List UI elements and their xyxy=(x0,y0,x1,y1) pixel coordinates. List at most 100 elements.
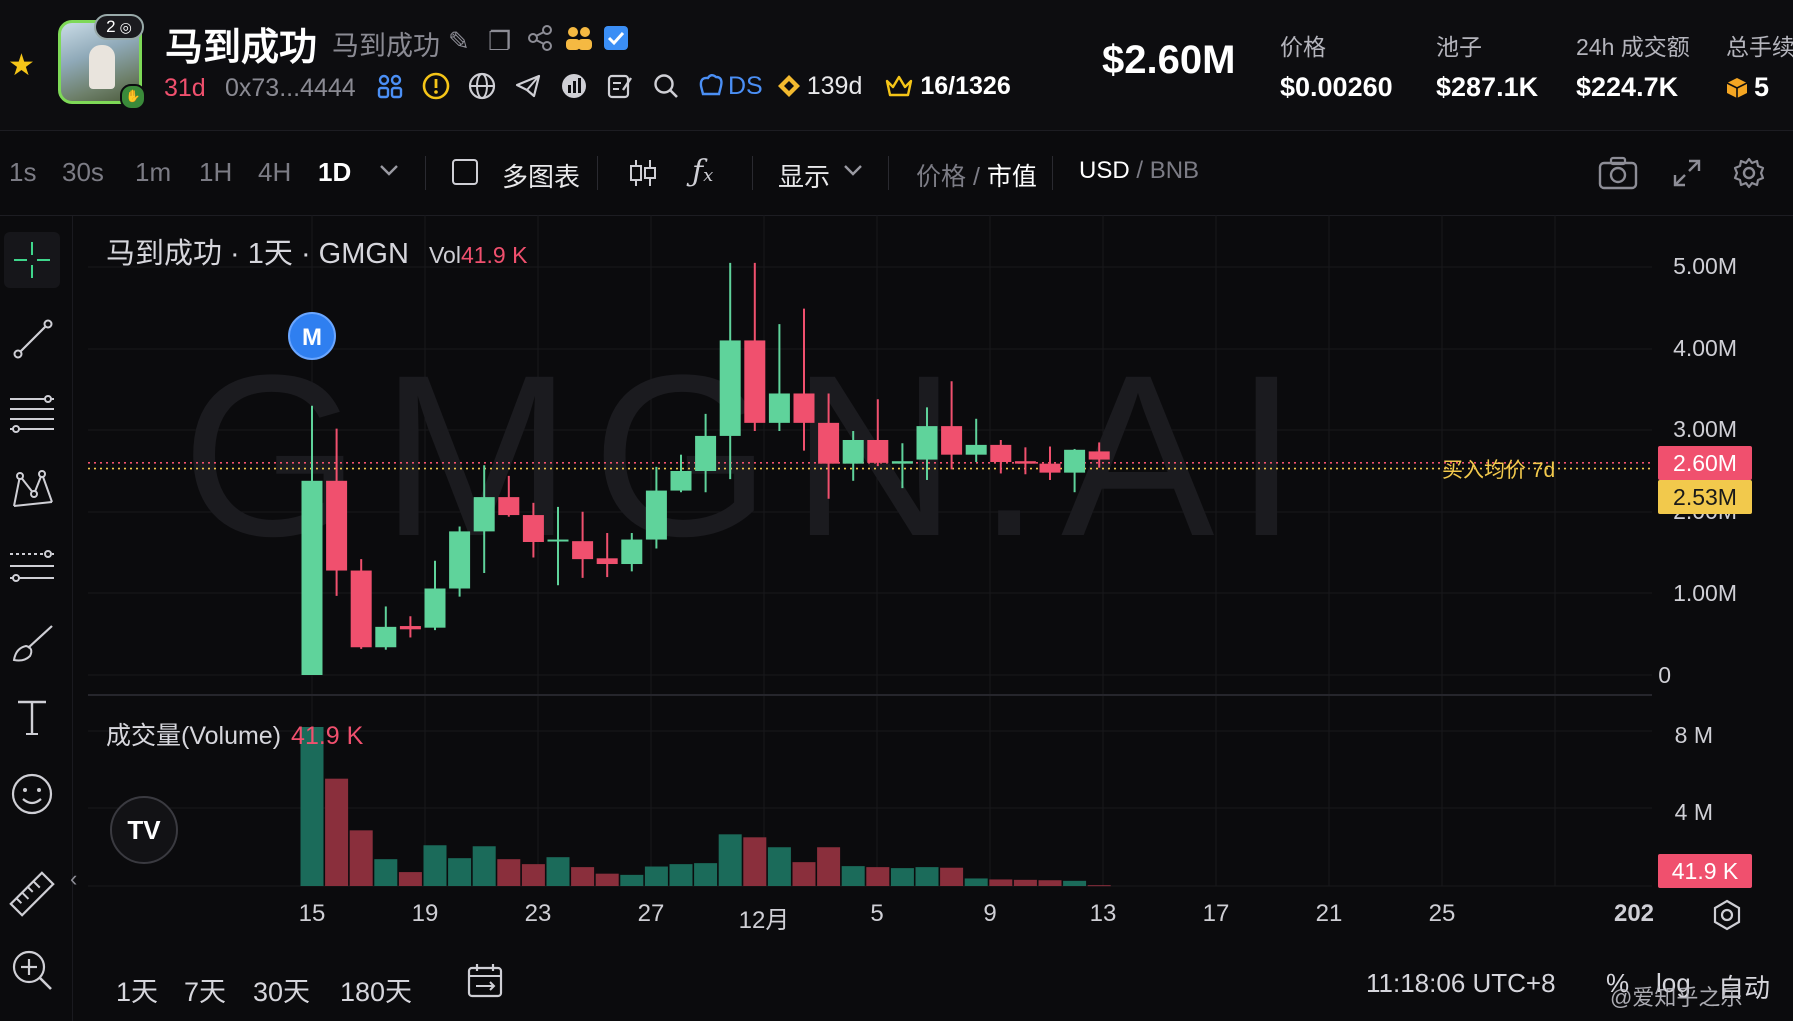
volume-bar xyxy=(472,846,496,886)
telegram-icon[interactable] xyxy=(512,70,544,102)
brush-tool-icon[interactable] xyxy=(4,614,60,670)
community-icon[interactable] xyxy=(564,24,594,57)
candle-body xyxy=(768,393,790,423)
timeframe-1h[interactable]: 1H xyxy=(199,157,233,187)
buy-average-tag: 2.53M xyxy=(1658,480,1752,514)
multi-chart-checkbox[interactable] xyxy=(452,159,478,185)
fullscreen-expand-icon[interactable] xyxy=(1672,158,1702,193)
axis-settings-icon[interactable] xyxy=(1710,898,1744,937)
utc-clock[interactable]: 11:18:06 UTC+8 xyxy=(1366,968,1556,998)
favorite-star-icon[interactable]: ★ xyxy=(8,49,35,82)
warning-icon[interactable] xyxy=(420,70,452,102)
volume-bar xyxy=(767,847,791,886)
display-chevron-icon[interactable] xyxy=(842,162,864,183)
timeframe-dropdown-chevron-icon[interactable] xyxy=(378,162,400,183)
chart-link-icon[interactable] xyxy=(558,70,590,102)
volume-pane-title: 成交量(Volume) xyxy=(106,722,282,750)
share-icon[interactable] xyxy=(526,24,554,59)
log-scale-toggle[interactable]: log xyxy=(1656,968,1691,998)
chart-legend: 马到成功 · 1天 · GMGN Vol41.9 K xyxy=(106,230,527,272)
timeframe-4h[interactable]: 4H xyxy=(258,157,292,187)
currency-bnb[interactable]: BNB xyxy=(1149,157,1200,184)
range-180d[interactable]: 180天 xyxy=(340,977,413,1007)
timeframe-1d[interactable]: 1D xyxy=(318,157,352,187)
holders-grid-icon[interactable] xyxy=(374,70,406,102)
notes-edit-icon[interactable] xyxy=(604,70,636,102)
price-mode-label[interactable]: 价格 xyxy=(916,163,967,191)
currency-usd[interactable]: USD xyxy=(1079,157,1130,184)
display-menu-label[interactable]: 显示 xyxy=(778,162,831,192)
contract-address[interactable]: 0x73...4444 xyxy=(225,74,356,102)
volume-bar xyxy=(423,845,447,886)
volume-bar xyxy=(1063,880,1087,886)
website-globe-icon[interactable] xyxy=(466,70,498,102)
volume-bar xyxy=(743,837,767,886)
trend-line-tool-icon[interactable] xyxy=(4,310,60,366)
candle-body xyxy=(1039,463,1061,473)
range-30d[interactable]: 30天 xyxy=(253,977,311,1007)
date-range-calendar-icon[interactable] xyxy=(466,962,504,1005)
price-axis-label: 3.00M xyxy=(1673,416,1737,442)
stat-pool: 池子 $287.1K xyxy=(1436,28,1538,103)
candle-body xyxy=(719,340,741,436)
timeframe-1s[interactable]: 1s xyxy=(9,157,37,187)
screenshot-camera-icon[interactable] xyxy=(1598,156,1638,195)
search-icon[interactable] xyxy=(650,70,682,102)
volume-bar xyxy=(398,872,422,886)
zoom-in-tool-icon[interactable] xyxy=(4,942,60,998)
measure-ruler-tool-icon[interactable] xyxy=(4,866,60,922)
range-1d[interactable]: 1天 xyxy=(116,977,159,1007)
pattern-tool-icon[interactable] xyxy=(4,462,60,518)
candle-body xyxy=(941,426,963,455)
volume-pane-value: 41.9 K xyxy=(291,722,364,750)
event-marker[interactable]: M xyxy=(288,312,336,360)
candle-type-icon[interactable] xyxy=(627,158,659,193)
edit-icon[interactable]: ✎ xyxy=(448,26,470,56)
verified-tag-icon[interactable] xyxy=(602,24,630,57)
auto-scale-toggle[interactable]: 自动 xyxy=(1718,973,1771,1003)
percent-scale-toggle[interactable]: % xyxy=(1606,968,1630,998)
timeframe-30s[interactable]: 30s xyxy=(62,157,104,187)
volume-axis-label: 8 M xyxy=(1674,722,1713,748)
tradingview-logo[interactable]: TV xyxy=(110,796,178,864)
timeframe-1m[interactable]: 1m xyxy=(135,157,172,187)
ds-link[interactable]: DS xyxy=(696,72,763,101)
avatar-badge: 2 ◎ xyxy=(94,14,144,40)
horizontal-lines-tool-icon[interactable] xyxy=(4,385,60,441)
buy-average-label: 买入均价 7d xyxy=(1442,459,1556,482)
stat-price-label: 价格 xyxy=(1280,34,1326,60)
crosshair-tool-icon[interactable] xyxy=(4,232,60,288)
emoji-tool-icon[interactable] xyxy=(4,766,60,822)
volume-bar xyxy=(866,867,890,886)
volume-bar xyxy=(817,847,841,886)
volume-bar xyxy=(669,864,693,886)
multi-chart-label[interactable]: 多图表 xyxy=(502,162,581,192)
stat-pool-label: 池子 xyxy=(1436,34,1482,60)
volume-bar xyxy=(325,778,349,886)
price-axis-label: 0 xyxy=(1658,662,1671,688)
text-tool-icon[interactable] xyxy=(4,690,60,746)
chart-settings-gear-icon[interactable] xyxy=(1732,156,1766,195)
token-subname: 马到成功 xyxy=(332,31,440,61)
market-cap-mode-label[interactable]: 市值 xyxy=(986,163,1037,191)
holder-age-value: 139d xyxy=(806,71,863,100)
range-7d[interactable]: 7天 xyxy=(184,977,227,1007)
volume-bar xyxy=(940,867,964,886)
stat-fees: 总手续 5 xyxy=(1726,28,1793,103)
fib-retracement-tool-icon[interactable] xyxy=(4,538,60,594)
candle-body xyxy=(695,435,717,471)
indicators-fx-icon[interactable]: ƒx xyxy=(692,154,714,189)
volume-bar xyxy=(718,834,742,886)
price-mode-toggle[interactable]: 价格 / 市值 xyxy=(916,157,1037,193)
toolbar-divider xyxy=(597,156,598,190)
volume-tag: 41.9 K xyxy=(1658,854,1752,888)
stat-fees-value: 5 xyxy=(1754,72,1770,102)
copy-icon[interactable]: ❐ xyxy=(488,26,512,56)
collapse-sidebar-chevron-icon[interactable]: ‹ xyxy=(70,866,78,891)
price-axis-label: 5.00M xyxy=(1673,253,1737,279)
volume-bar xyxy=(1013,879,1037,886)
currency-toggle[interactable]: USD / BNB xyxy=(1079,157,1199,185)
legend-title: 马到成功 · 1天 · GMGN xyxy=(106,238,409,270)
rank-badge[interactable]: 16/1326 xyxy=(884,72,1011,101)
